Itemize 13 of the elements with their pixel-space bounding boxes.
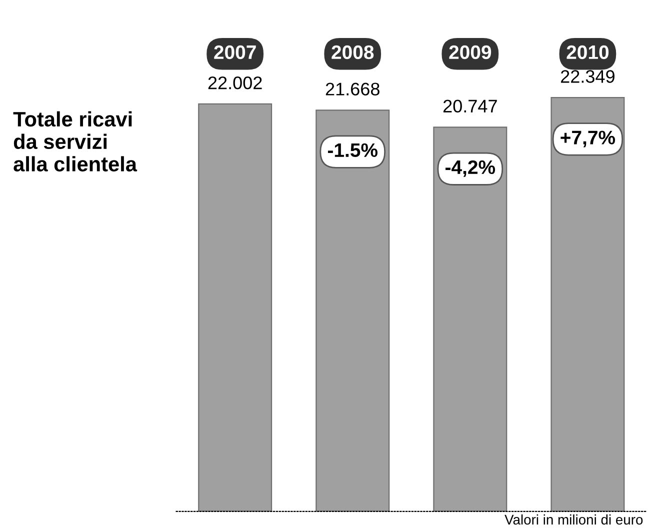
data-label: 22.349 [561, 70, 614, 83]
text: Valori in milioni di euro [504, 514, 643, 525]
annotation: -4,2% [446, 160, 496, 177]
data-label: 21.668 [326, 82, 380, 96]
data-label: 22.002 [208, 76, 262, 90]
data-label: 20.747 [443, 100, 497, 113]
x-tick-label: 2008 [332, 45, 374, 60]
text: Totale ricavi da servizi alla clientela [13, 111, 138, 172]
x-tick-label: 2010 [566, 45, 609, 60]
annotation: +7,7% [560, 130, 616, 148]
x-tick-label: 2009 [449, 45, 492, 60]
x-tick-label: 2007 [214, 45, 256, 60]
annotation: -1.5% [328, 143, 378, 158]
